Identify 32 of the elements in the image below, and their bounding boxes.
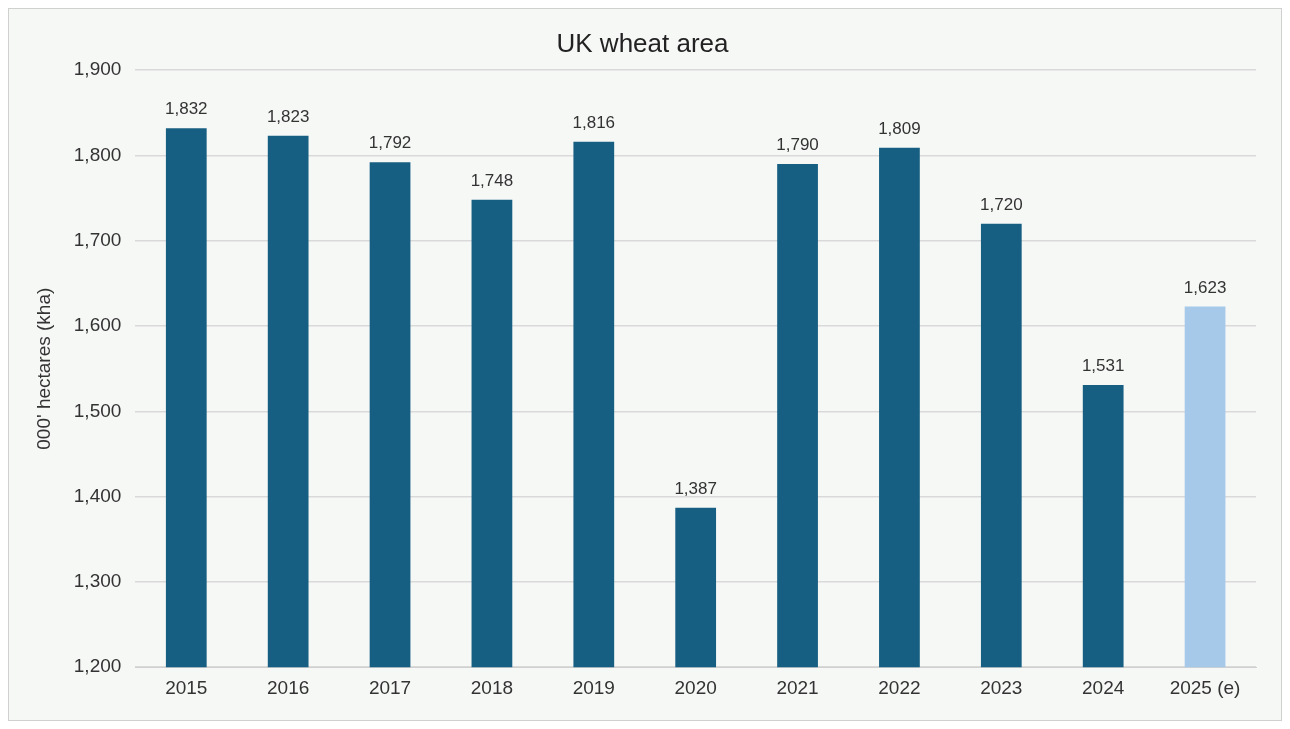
y-axis-title: 000' hectares (kha) (32, 287, 54, 450)
x-tick-label: 2018 (470, 676, 514, 698)
y-tick-label: 1,300 (73, 570, 122, 592)
y-tick-label: 1,400 (73, 484, 122, 506)
data-label: 1,790 (776, 135, 819, 155)
data-label: 1,832 (165, 99, 208, 119)
data-label: 1,792 (368, 133, 412, 153)
x-tick-label: 2025 (e) (1169, 676, 1241, 698)
y-tick-label: 1,800 (73, 143, 122, 165)
chart-title: UK wheat area (556, 27, 730, 58)
x-tick-label: 2021 (776, 676, 819, 698)
data-label: 1,748 (470, 171, 514, 191)
x-tick-label: 2024 (1082, 676, 1125, 698)
y-tick-label: 1,600 (73, 314, 122, 336)
y-tick-label: 1,900 (73, 58, 122, 80)
data-label: 1,816 (572, 113, 616, 133)
x-tick-label: 2017 (368, 676, 412, 698)
x-tick-label: 2019 (572, 676, 615, 698)
x-tick-label: 2020 (674, 676, 717, 698)
data-label: 1,809 (878, 119, 921, 138)
data-label: 1,823 (266, 107, 310, 127)
x-tick-label: 2023 (980, 676, 1023, 698)
data-label: 1,387 (674, 478, 717, 498)
data-label: 1,623 (1183, 277, 1227, 297)
x-tick-label: 2016 (267, 676, 310, 698)
x-tick-label: 2022 (878, 676, 921, 698)
data-label: 1,720 (980, 194, 1023, 214)
y-tick-label: 1,200 (73, 655, 122, 677)
y-tick-label: 1,700 (73, 229, 122, 251)
y-tick-label: 1,500 (73, 399, 122, 421)
x-tick-label: 2015 (165, 676, 208, 698)
data-label: 1,531 (1081, 356, 1125, 376)
